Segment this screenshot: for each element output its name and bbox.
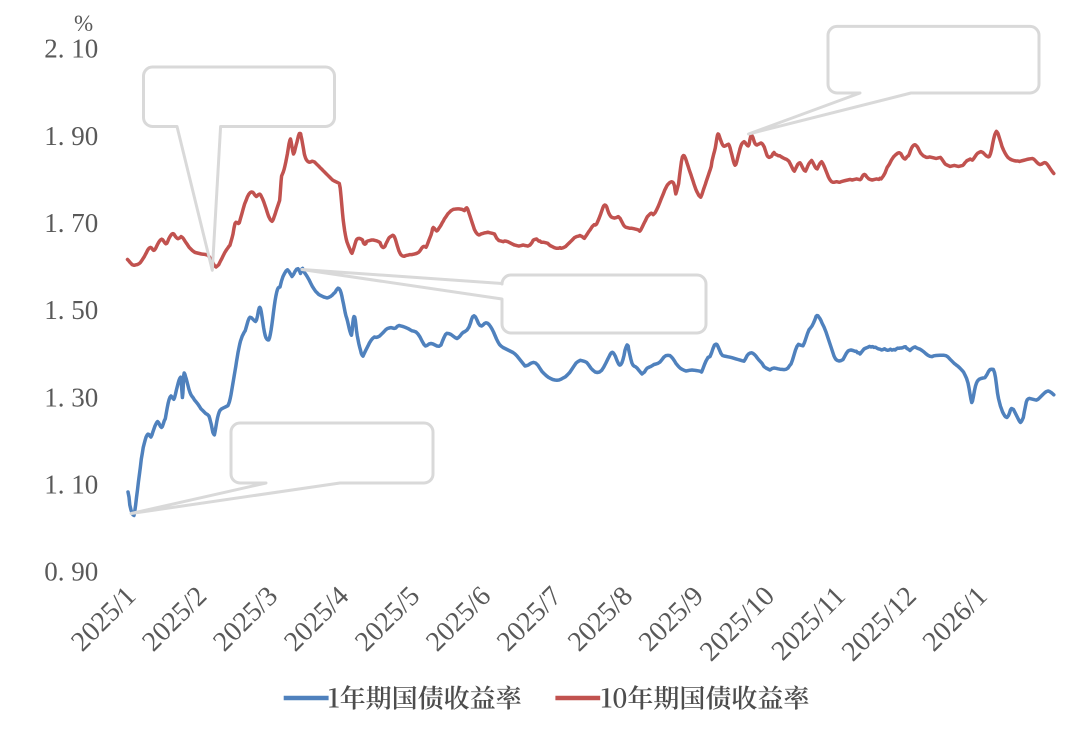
svg-text:2025/7: 2025/7 [491,581,568,658]
svg-text:2025/1: 2025/1 [65,581,142,658]
svg-text:2025/12: 2025/12 [836,581,923,668]
svg-text:2025/8: 2025/8 [562,581,639,658]
svg-text:2025/4: 2025/4 [278,581,355,658]
svg-text:2025/10: 2025/10 [694,581,781,668]
svg-text:1. 70: 1. 70 [44,208,98,238]
svg-text:2026/1: 2026/1 [917,581,994,658]
svg-text:2025/6: 2025/6 [420,581,497,658]
svg-text:1. 90: 1. 90 [44,121,98,151]
svg-text:2025/5: 2025/5 [349,581,426,658]
svg-text:0. 90: 0. 90 [44,557,98,587]
svg-text:1. 50: 1. 50 [44,295,98,325]
svg-text:1. 30: 1. 30 [44,382,98,412]
svg-text:1. 10: 1. 10 [44,470,98,500]
svg-text:2025/2: 2025/2 [136,581,213,658]
svg-text:2. 10: 2. 10 [44,34,98,64]
svg-text:%: % [74,11,93,36]
svg-text:2025/11: 2025/11 [766,581,852,667]
svg-text:2025/3: 2025/3 [207,581,284,658]
